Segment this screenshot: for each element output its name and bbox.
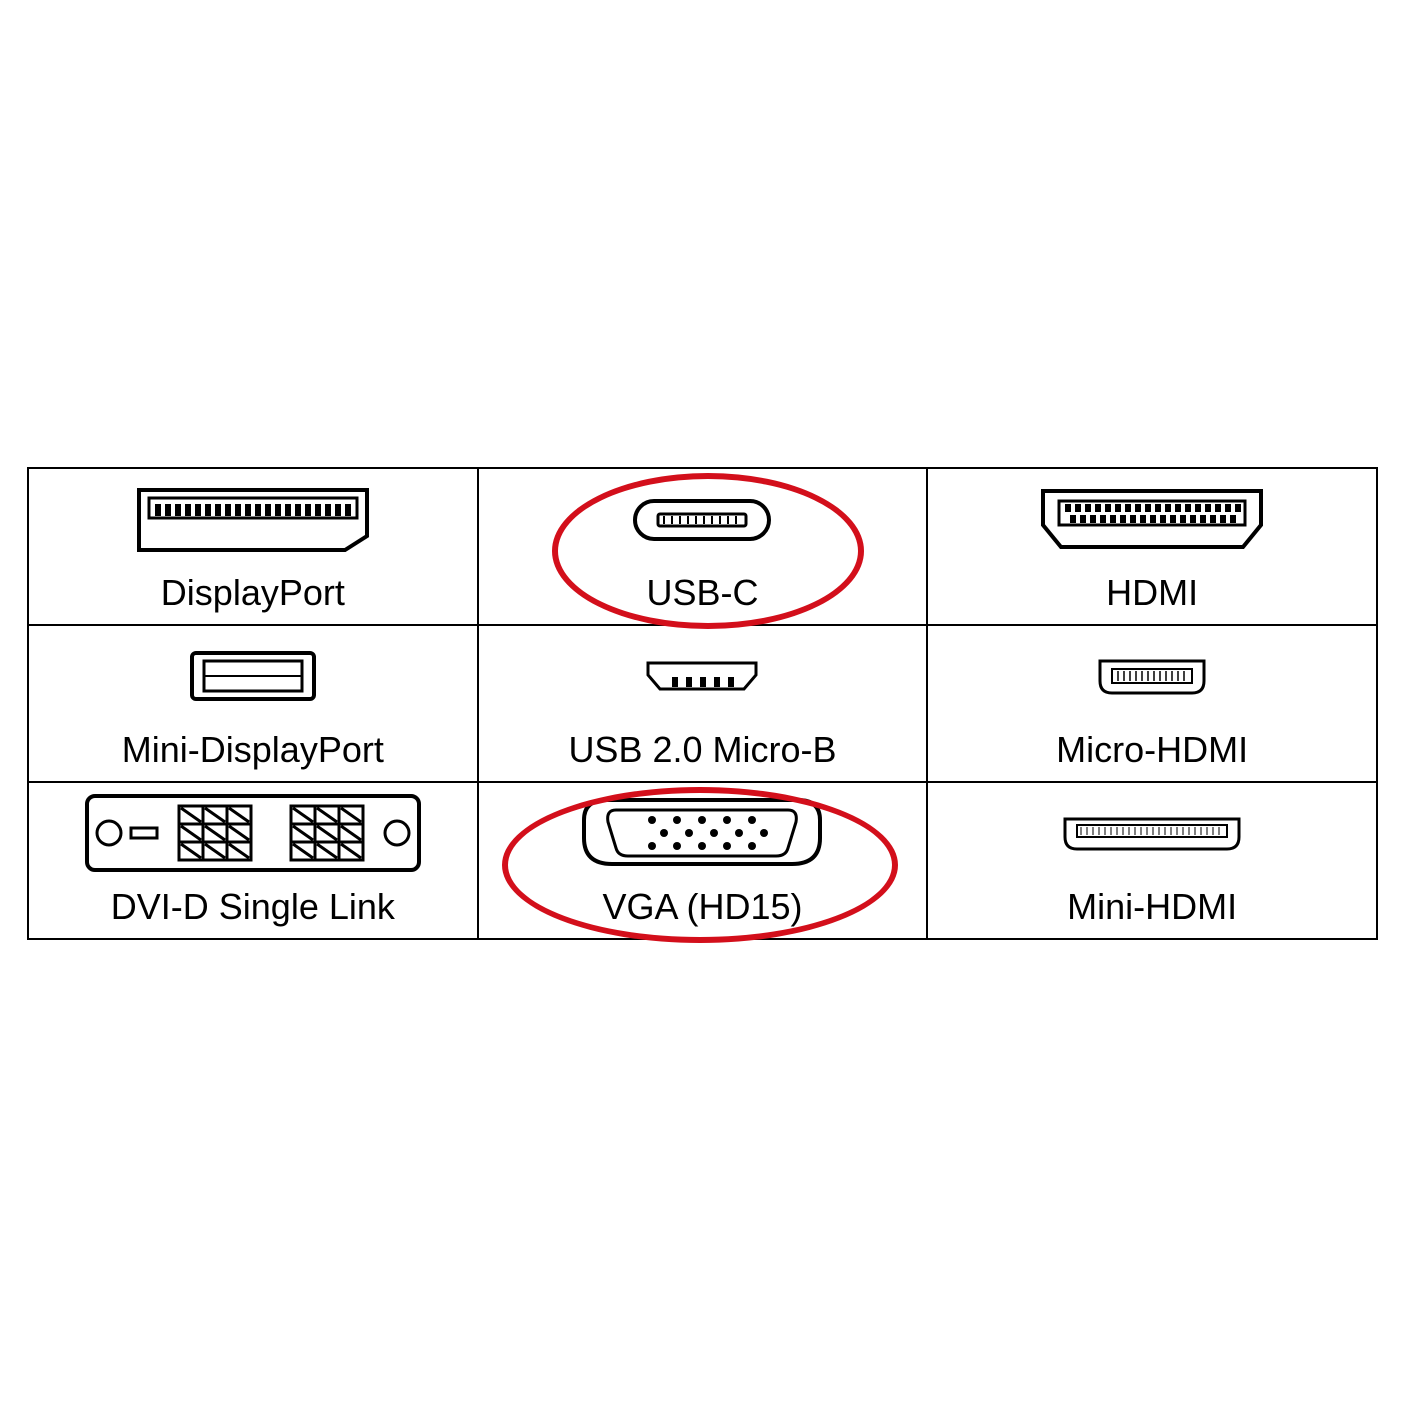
- vga-icon: [479, 783, 927, 885]
- cell-micro-hdmi: Micro-HDMI: [927, 625, 1377, 782]
- cell-usb-c: USB-C: [478, 468, 928, 625]
- cell-dvi-d: DVI-D Single Link: [28, 782, 478, 939]
- cell-hdmi: HDMI: [927, 468, 1377, 625]
- label-mini-hdmi: Mini-HDMI: [928, 886, 1376, 928]
- usb-micro-b-icon: [479, 626, 927, 728]
- cell-displayport: DisplayPort: [28, 468, 478, 625]
- mini-dp-icon: [29, 626, 477, 728]
- connector-grid: DisplayPort: [27, 467, 1378, 940]
- hdmi-icon: [928, 469, 1376, 571]
- label-vga: VGA (HD15): [479, 886, 927, 928]
- label-micro-hdmi: Micro-HDMI: [928, 729, 1376, 771]
- cell-mini-dp: Mini-DisplayPort: [28, 625, 478, 782]
- label-usb-micro-b: USB 2.0 Micro-B: [479, 729, 927, 771]
- mini-hdmi-icon: [928, 783, 1376, 885]
- cell-usb-micro-b: USB 2.0 Micro-B: [478, 625, 928, 782]
- label-usb-c: USB-C: [479, 572, 927, 614]
- micro-hdmi-icon: [928, 626, 1376, 728]
- label-displayport: DisplayPort: [29, 572, 477, 614]
- dvi-d-icon: [29, 783, 477, 885]
- displayport-icon: [29, 469, 477, 571]
- label-dvi-d: DVI-D Single Link: [29, 886, 477, 928]
- usb-c-icon: [479, 469, 927, 571]
- label-mini-dp: Mini-DisplayPort: [29, 729, 477, 771]
- connector-diagram: DisplayPort: [0, 0, 1405, 1405]
- cell-vga: VGA (HD15): [478, 782, 928, 939]
- label-hdmi: HDMI: [928, 572, 1376, 614]
- cell-mini-hdmi: Mini-HDMI: [927, 782, 1377, 939]
